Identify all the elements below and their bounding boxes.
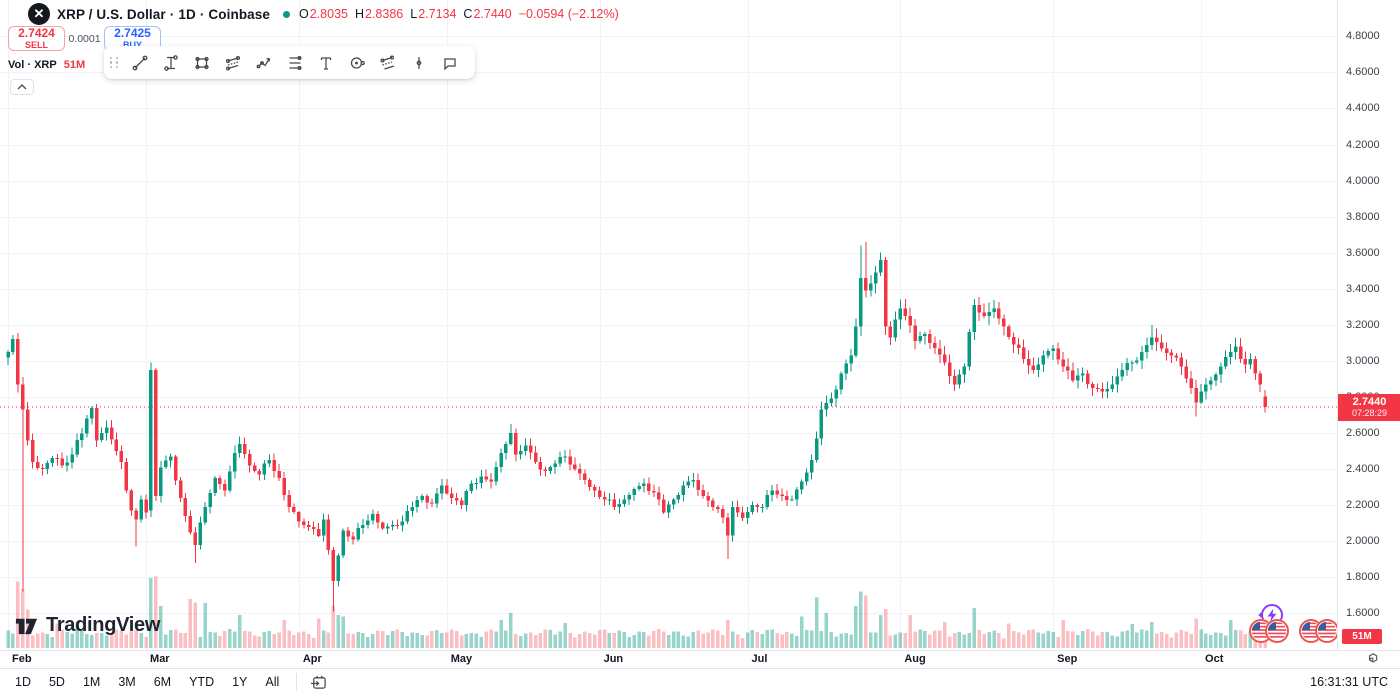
range-button-1m[interactable]: 1M [82,675,101,689]
price-tick-label: 4.0000 [1346,174,1380,187]
trend-line-icon [132,55,147,70]
grid-layer [0,0,1337,650]
fib-channel-icon [379,54,394,70]
toolbar-divider [296,673,298,691]
month-label-aug: Aug [904,653,926,665]
toolbar-drag-handle[interactable] [108,54,120,72]
month-label-oct: Oct [1205,653,1224,665]
calendar-goto-icon [310,675,326,689]
text-tool-button[interactable] [310,49,341,77]
axis-settings-gear-icon[interactable] [1364,652,1380,668]
price-tick-label: 3.8000 [1346,210,1380,223]
price-range-tool-button[interactable] [155,49,186,77]
volume-value: 51M [63,59,86,71]
comment-icon [443,57,456,71]
month-label-feb: Feb [12,653,32,665]
circle-icon [350,56,365,69]
watermark-text: TradingView [46,614,161,636]
range-button-6m[interactable]: 6M [153,675,172,689]
rectangle-tool-button[interactable] [186,49,217,77]
last-price-badge: 2.7440 07:28:29 [1338,394,1400,421]
price-tick-label: 2.6000 [1346,427,1380,439]
candlestick-chart[interactable] [0,0,1337,650]
price-tick-label: 2.4000 [1346,463,1380,476]
price-tick-label: 4.4000 [1346,102,1380,115]
go-to-date-button[interactable] [305,671,331,693]
sell-button[interactable]: 2.7424 SELL [8,26,65,51]
circle-tool-button[interactable] [341,49,372,77]
us-flag-event-icon[interactable] [1314,618,1340,644]
bottom-toolbar: 1D 5D 1M 3M 6M YTD 1Y All 16:31:31 UTC [0,668,1400,695]
price-tick-label: 1.6000 [1346,607,1380,620]
month-label-sep: Sep [1057,653,1078,665]
price-tick-label: 1.8000 [1346,571,1380,584]
path-tool-button[interactable] [248,49,279,77]
parallel-channel-icon [225,55,240,71]
market-status-dot-icon [283,10,290,18]
range-button-1d[interactable]: 1D [15,675,31,689]
text-icon [320,56,331,70]
vertical-line-icon [416,56,421,69]
us-flag-event-icon[interactable] [1264,618,1290,644]
spread-value: 0.0001 [68,32,101,45]
range-button-5d[interactable]: 5D [48,675,65,689]
price-tick-label: 4.6000 [1346,66,1380,79]
volume-axis-badge: 51M [1342,629,1382,644]
price-range-icon [163,54,178,71]
bar-close-countdown: 07:28:29 [1351,408,1388,418]
range-button-1y[interactable]: 1Y [232,675,248,689]
change-value: −0.0594 (−2.12%) [518,7,619,21]
price-tick-label: 2.0000 [1346,535,1380,548]
price-tick-label: 4.8000 [1346,30,1380,43]
path-icon [256,57,270,68]
month-label-jul: Jul [751,653,768,665]
price-tick-label: 3.2000 [1346,318,1380,331]
ohlc-values: O 2.8035 H 2.8386 L 2.7134 C 2.7440 −0.0594 … [299,7,619,21]
symbol-title[interactable]: XRP / U.S. Dollar · 1D · Coinbase [57,6,270,22]
price-tick-label: 2.2000 [1346,499,1380,512]
tradingview-logo-icon [15,618,38,635]
range-button-ytd[interactable]: YTD [189,675,215,689]
candles-layer [6,241,1267,612]
chevron-up-icon [17,84,27,90]
time-axis[interactable]: Oct Sep Aug Jul Jun May Apr Mar Feb [0,650,1400,668]
price-tick-label: 4.2000 [1346,138,1380,151]
month-label-jun: Jun [603,653,624,665]
xrp-logo-icon[interactable]: ✕ [28,3,50,25]
range-button-all[interactable]: All [265,675,280,689]
comment-tool-button[interactable] [434,49,465,77]
price-tick-label: 3.4000 [1346,282,1380,295]
volume-label: Vol · XRP [8,59,57,71]
vertical-line-tool-button[interactable] [403,49,434,77]
rectangle-icon [194,56,209,69]
volume-legend: Vol · XRP 51M [8,59,85,71]
fib-retracement-tool-button[interactable] [279,49,310,77]
tradingview-watermark: TradingView [14,613,160,638]
price-axis[interactable]: 2.7440 07:28:29 51M 4.8000 4.6000 4.4000 4.… [1337,0,1400,650]
trend-line-tool-button[interactable] [124,49,155,77]
month-label-mar: Mar [150,653,170,665]
parallel-channel-tool-button[interactable] [217,49,248,77]
drawing-toolbar [104,46,475,79]
fib-channel-tool-button[interactable] [372,49,403,77]
trade-panel: 2.7424 SELL 0.0001 2.7425 BUY [8,26,161,51]
collapse-pane-button[interactable] [10,79,34,95]
symbol-header: ✕ XRP / U.S. Dollar · 1D · Coinbase O 2.8035 … [28,3,619,25]
price-tick-label: 3.0000 [1346,354,1380,367]
month-label-may: May [450,653,473,665]
volume-layer [6,576,1267,649]
price-tick-label: 3.6000 [1346,246,1380,259]
fib-retracement-icon [289,55,302,70]
month-label-apr: Apr [302,653,322,665]
utc-clock[interactable]: 16:31:31 UTC [1310,675,1388,689]
range-button-3m[interactable]: 3M [118,675,136,689]
